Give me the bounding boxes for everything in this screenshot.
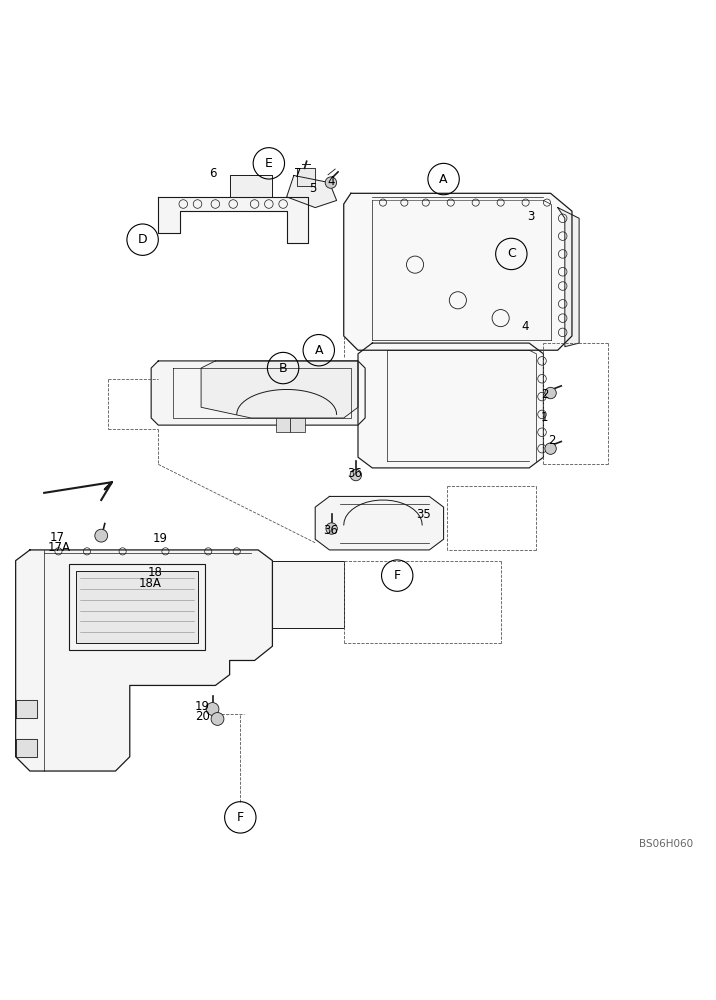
- Text: 6: 6: [209, 167, 216, 180]
- Polygon shape: [230, 175, 272, 197]
- Circle shape: [326, 523, 337, 534]
- Circle shape: [325, 177, 337, 188]
- Text: 17A: 17A: [48, 541, 71, 554]
- Circle shape: [95, 529, 107, 542]
- Polygon shape: [558, 208, 579, 347]
- Polygon shape: [344, 193, 572, 350]
- Text: F: F: [394, 569, 401, 582]
- Polygon shape: [151, 361, 365, 425]
- Text: 17: 17: [50, 531, 65, 544]
- Polygon shape: [297, 168, 315, 186]
- Text: 35: 35: [416, 508, 431, 521]
- Text: 18A: 18A: [138, 577, 161, 590]
- Text: C: C: [507, 247, 516, 260]
- Circle shape: [206, 703, 219, 715]
- Polygon shape: [158, 197, 308, 243]
- Polygon shape: [16, 550, 272, 771]
- Bar: [276, 418, 290, 432]
- Text: D: D: [137, 233, 147, 246]
- Bar: [69, 564, 205, 650]
- Text: F: F: [237, 811, 244, 824]
- Text: 4: 4: [522, 320, 529, 333]
- Bar: [77, 571, 198, 643]
- Text: B: B: [279, 362, 287, 375]
- Polygon shape: [286, 175, 337, 208]
- Circle shape: [211, 713, 224, 725]
- Text: BS06H060: BS06H060: [639, 839, 693, 849]
- Circle shape: [545, 387, 556, 399]
- Text: 2: 2: [541, 388, 548, 401]
- Text: 3: 3: [528, 210, 535, 223]
- Polygon shape: [201, 361, 358, 418]
- Polygon shape: [16, 700, 37, 718]
- Text: 19: 19: [195, 700, 210, 713]
- Text: 36: 36: [347, 467, 362, 480]
- Circle shape: [545, 443, 556, 454]
- Polygon shape: [315, 496, 444, 550]
- Text: 1: 1: [541, 411, 548, 424]
- Text: 4: 4: [328, 175, 335, 188]
- Text: 18: 18: [147, 566, 163, 579]
- Polygon shape: [16, 739, 37, 757]
- Text: 19: 19: [153, 532, 168, 545]
- Polygon shape: [358, 343, 543, 468]
- Text: A: A: [314, 344, 323, 357]
- Bar: [290, 418, 304, 432]
- Text: 36: 36: [324, 524, 339, 537]
- Polygon shape: [272, 561, 344, 628]
- Text: 20: 20: [195, 710, 210, 723]
- Text: 2: 2: [548, 434, 556, 447]
- Text: A: A: [440, 173, 448, 186]
- Circle shape: [350, 469, 362, 481]
- Text: E: E: [265, 157, 273, 170]
- Text: 5: 5: [309, 182, 316, 195]
- Text: 7: 7: [294, 167, 301, 180]
